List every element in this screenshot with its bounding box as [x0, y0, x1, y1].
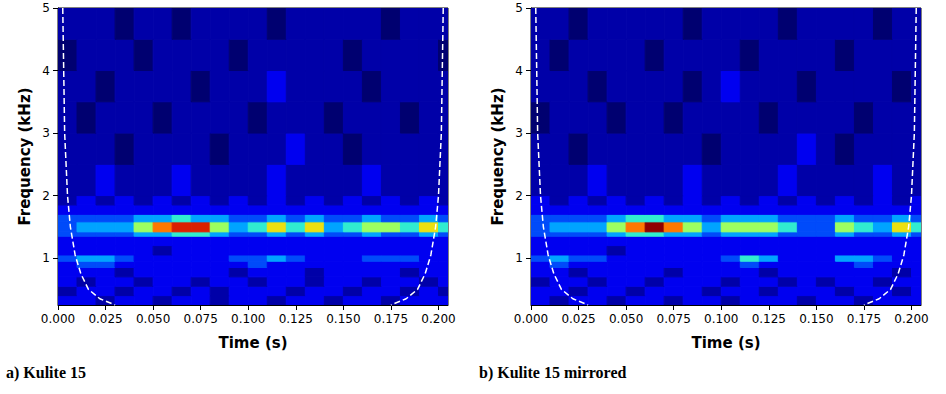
- svg-text:Time (s): Time (s): [691, 334, 760, 352]
- svg-text:0.150: 0.150: [799, 312, 833, 326]
- svg-text:3: 3: [42, 126, 50, 140]
- svg-text:0.150: 0.150: [326, 312, 360, 326]
- svg-text:3: 3: [515, 126, 523, 140]
- svg-text:Time (s): Time (s): [218, 334, 287, 352]
- svg-text:0.200: 0.200: [894, 312, 928, 326]
- svg-text:0.175: 0.175: [374, 312, 408, 326]
- svg-text:Frequency (kHz): Frequency (kHz): [489, 88, 507, 226]
- svg-text:0.025: 0.025: [561, 312, 595, 326]
- svg-text:0.000: 0.000: [514, 312, 548, 326]
- svg-text:5: 5: [515, 1, 523, 15]
- svg-text:0.050: 0.050: [609, 312, 643, 326]
- svg-text:1: 1: [515, 251, 523, 265]
- svg-text:b) Kulite 15 mirrored: b) Kulite 15 mirrored: [479, 364, 626, 382]
- svg-text:0.100: 0.100: [704, 312, 738, 326]
- svg-text:a) Kulite 15: a) Kulite 15: [6, 364, 86, 382]
- svg-text:0.075: 0.075: [184, 312, 218, 326]
- svg-text:4: 4: [515, 64, 523, 78]
- svg-text:0.050: 0.050: [136, 312, 170, 326]
- svg-text:0.000: 0.000: [41, 312, 75, 326]
- svg-text:0.125: 0.125: [279, 312, 313, 326]
- svg-text:4: 4: [42, 64, 50, 78]
- svg-text:0.125: 0.125: [752, 312, 786, 326]
- svg-text:0.200: 0.200: [421, 312, 455, 326]
- svg-text:0.100: 0.100: [231, 312, 265, 326]
- svg-text:0.075: 0.075: [657, 312, 691, 326]
- svg-text:1: 1: [42, 251, 50, 265]
- svg-text:0.025: 0.025: [88, 312, 122, 326]
- svg-text:2: 2: [515, 189, 523, 203]
- svg-text:Frequency (kHz): Frequency (kHz): [16, 88, 34, 226]
- svg-text:0.175: 0.175: [847, 312, 881, 326]
- svg-text:2: 2: [42, 189, 50, 203]
- svg-text:5: 5: [42, 1, 50, 15]
